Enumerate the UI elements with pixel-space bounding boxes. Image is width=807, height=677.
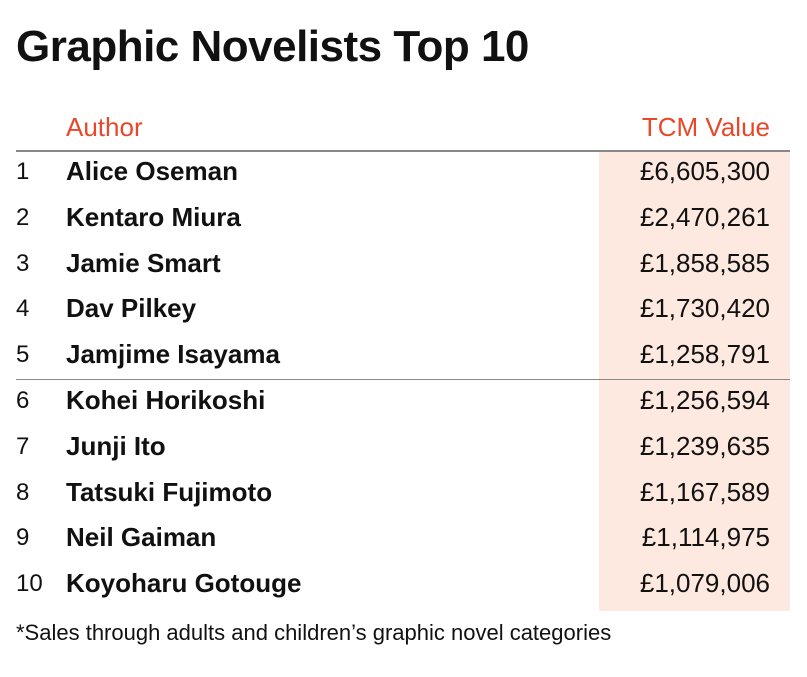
value-cell: £1,239,635 [639,430,770,461]
value-cell: £1,256,594 [639,384,770,415]
rank-cell: 7 [16,432,30,460]
author-cell: Tatsuki Fujimoto [66,476,273,507]
table-row: 7 Junji Ito £1,239,635 [16,427,790,473]
author-cell: Junji Ito [66,430,166,461]
value-cell: £2,470,261 [639,201,770,232]
author-cell: Kohei Horikoshi [66,384,266,415]
rank-cell: 10 [16,570,43,598]
table-row: 5 Jamjime Isayama £1,258,791 [16,335,790,381]
footnote: *Sales through adults and children’s gra… [16,620,612,645]
author-cell: Koyoharu Gotouge [66,568,302,599]
author-cell: Jamjime Isayama [66,339,280,370]
ranking-table: 1 Alice Oseman £6,605,300 2 Kentaro Miura £2,… [16,152,790,610]
table-row: 6 Kohei Horikoshi £1,256,594 [16,381,790,427]
value-cell: £1,079,006 [639,568,770,599]
rank-cell: 5 [16,341,30,369]
value-column-header: TCM Value [641,112,770,142]
author-cell: Dav Pilkey [66,293,197,324]
value-cell: £1,858,585 [639,247,770,278]
table-row: 9 Neil Gaiman £1,114,975 [16,518,790,564]
page-title: Graphic Novelists Top 10 [16,22,529,71]
value-cell: £6,605,300 [639,156,770,186]
table-row: 4 Dav Pilkey £1,730,420 [16,289,790,335]
author-column-header: Author [66,112,143,142]
value-cell: £1,730,420 [639,293,770,324]
top-five-divider [16,379,790,380]
value-cell: £1,258,791 [639,339,770,370]
table-row: 8 Tatsuki Fujimoto £1,167,589 [16,473,790,519]
author-cell: Neil Gaiman [66,522,217,553]
rank-cell: 4 [16,295,30,323]
rank-cell: 9 [16,524,30,552]
value-column-highlight [599,151,790,611]
header-divider [16,150,790,152]
rank-cell: 1 [16,158,30,185]
value-cell: £1,167,589 [639,476,770,507]
table-row: 1 Alice Oseman £6,605,300 [16,152,790,198]
rank-cell: 8 [16,478,30,506]
rank-cell: 6 [16,386,30,414]
value-cell: £1,114,975 [641,522,770,553]
author-cell: Alice Oseman [66,156,238,186]
author-cell: Jamie Smart [66,247,221,278]
table-row: 2 Kentaro Miura £2,470,261 [16,198,790,244]
author-cell: Kentaro Miura [66,201,241,232]
rank-cell: 3 [16,249,30,277]
rank-cell: 2 [16,203,30,231]
table-row: 3 Jamie Smart £1,858,585 [16,244,790,290]
table-row: 10 Koyoharu Gotouge £1,079,006 [16,564,790,610]
